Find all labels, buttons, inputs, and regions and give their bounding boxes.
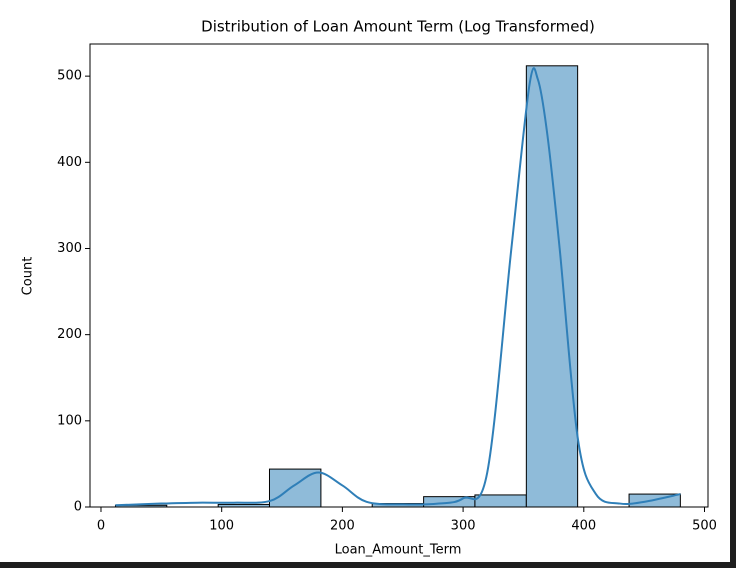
bar [268,468,322,508]
bar [525,65,579,508]
x-tick-label: 400 [571,519,596,534]
y-tick-label: 300 [57,241,82,256]
x-tick-label: 200 [330,519,355,534]
y-tick-label: 0 [74,500,82,515]
x-tick-label: 0 [97,519,105,534]
y-tick-label: 500 [57,69,82,84]
chart-title: Distribution of Loan Amount Term (Log Tr… [201,18,595,36]
y-tick-label: 100 [57,413,82,428]
x-tick-label: 500 [692,519,717,534]
x-tick-label: 300 [451,519,476,534]
kde-line [115,67,681,507]
x-tick-label: 100 [209,519,234,534]
y-axis-label: Count [21,257,36,296]
y-tick-label: 200 [57,327,82,342]
x-axis-label: Loan_Amount_Term [335,543,462,558]
plot-frame [89,43,709,508]
y-tick-label: 400 [57,155,82,170]
bar [474,494,527,508]
